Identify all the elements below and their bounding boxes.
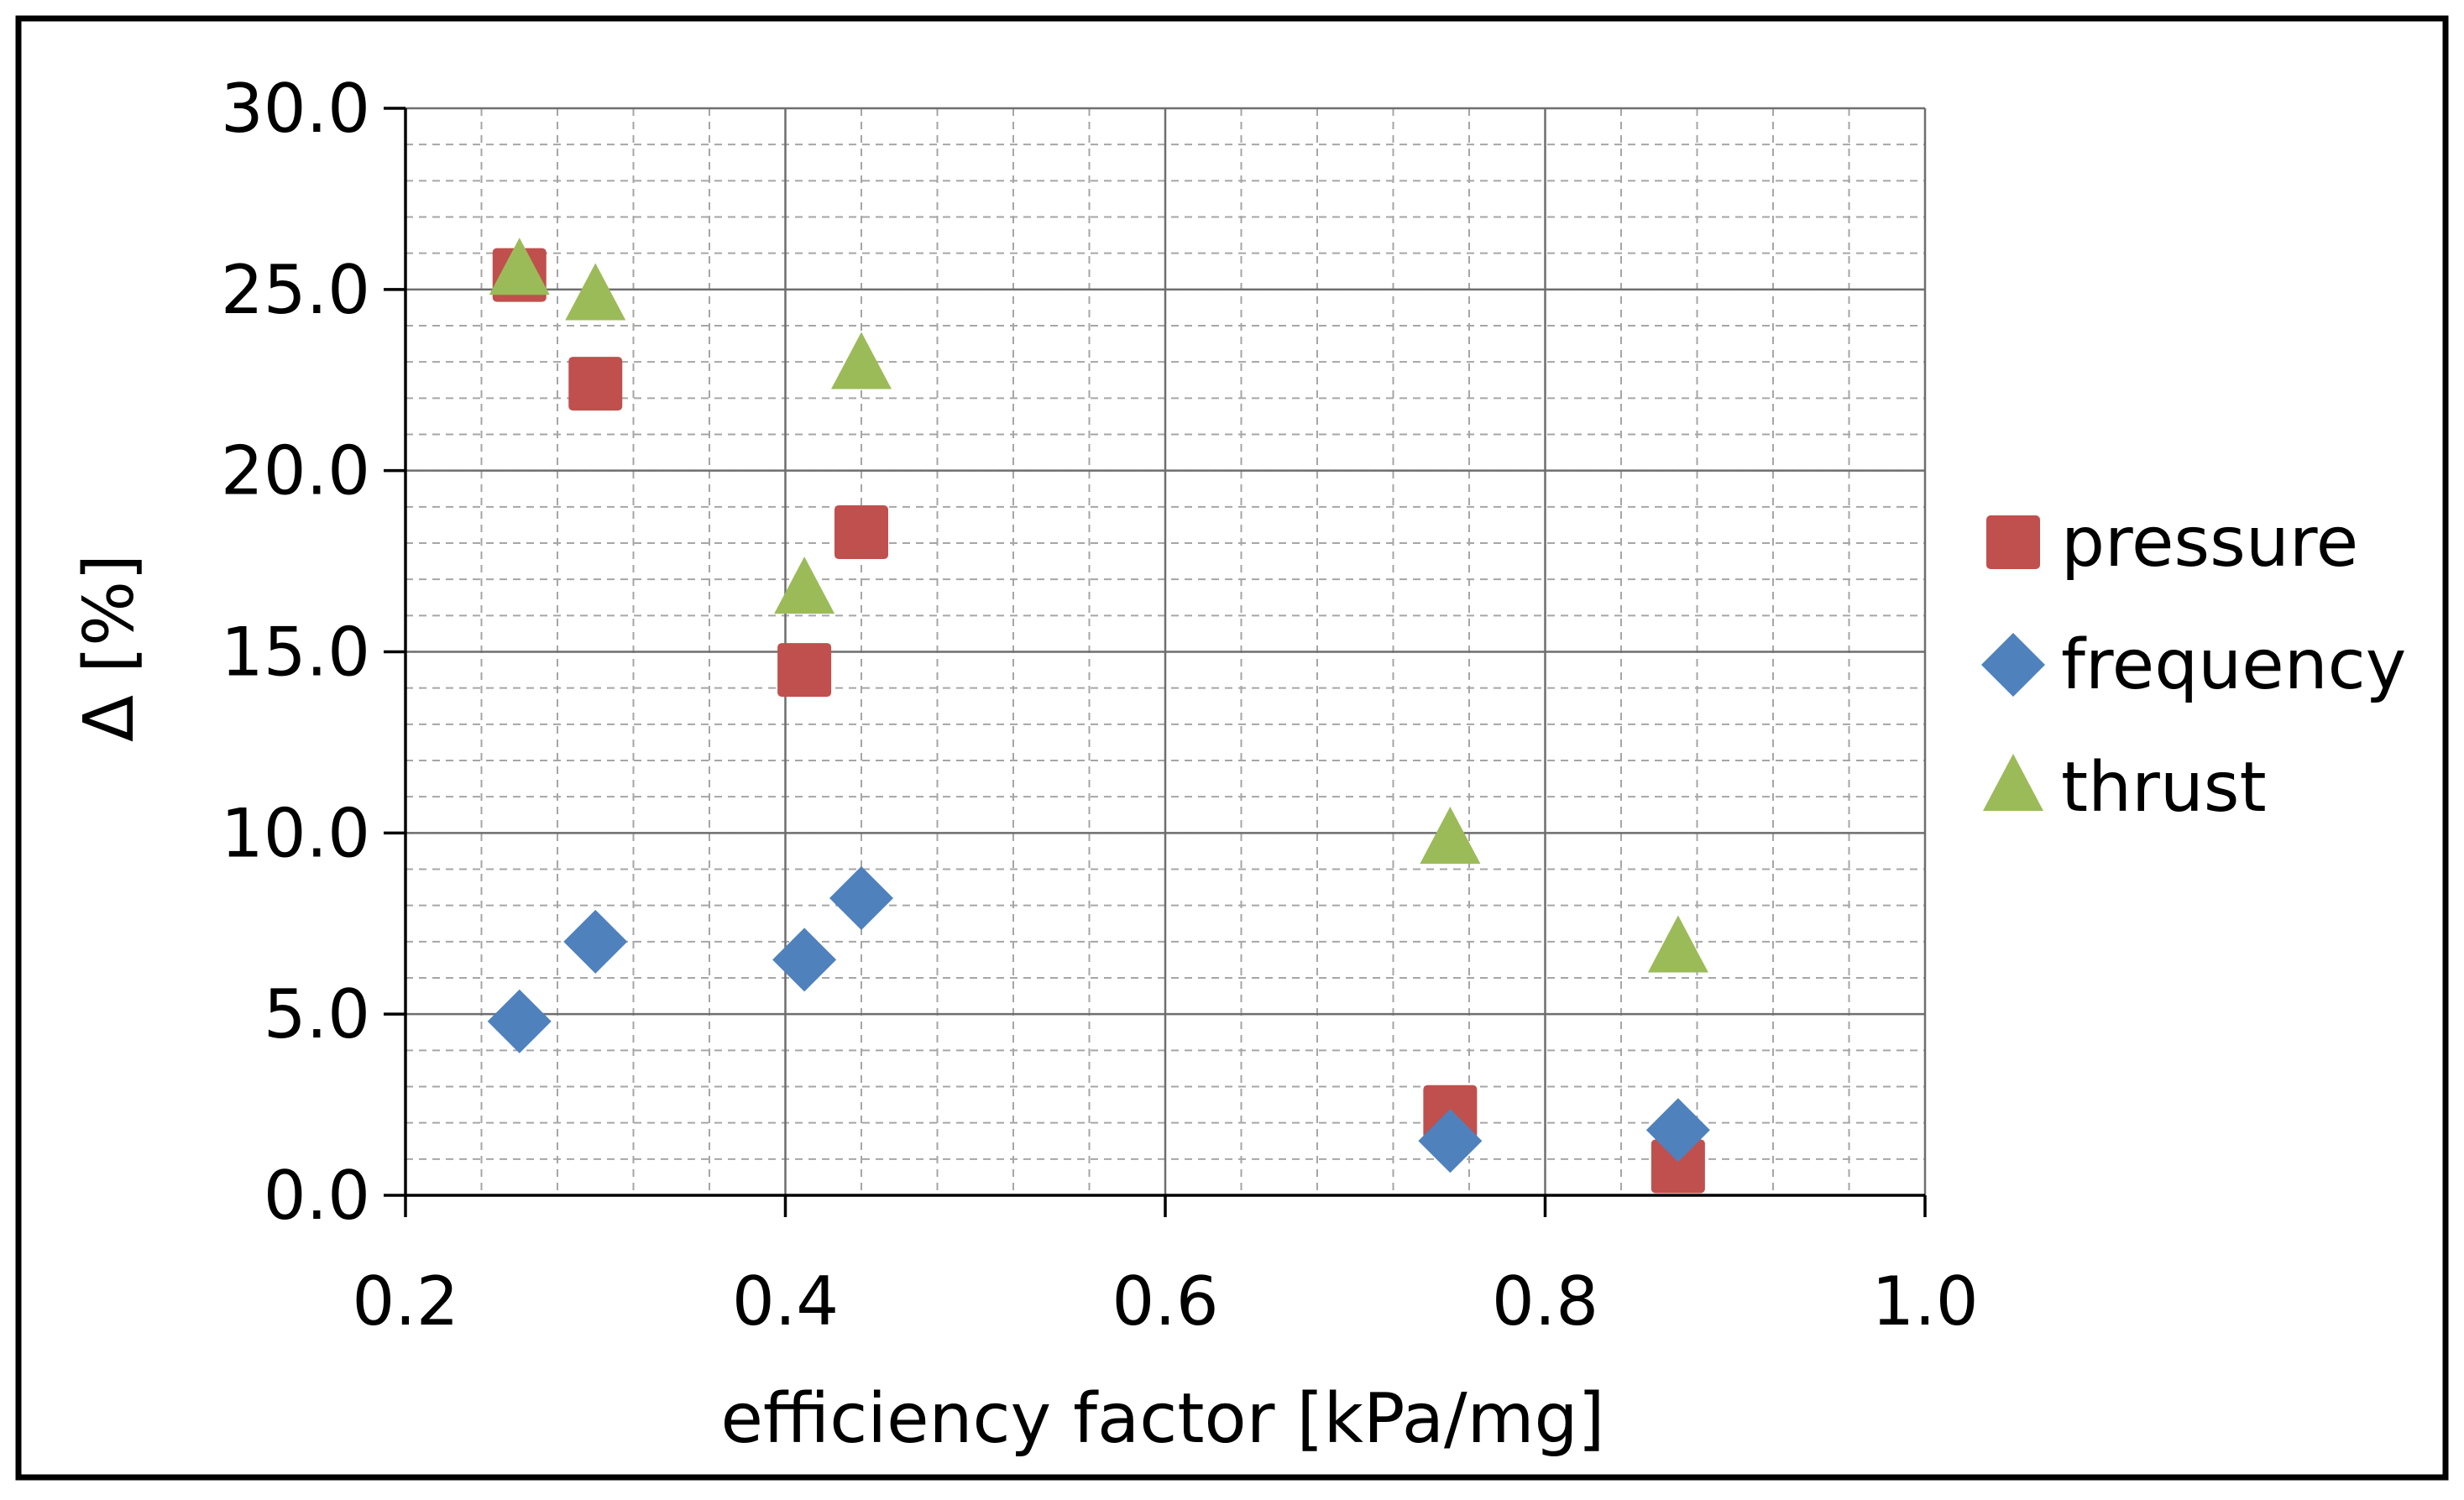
major-grid [404,107,1927,1197]
y-tick-label: 0.0 [264,1157,370,1235]
y-tick-label: 10.0 [221,794,370,872]
y-tick-label: 15.0 [221,614,370,692]
axes [384,107,1927,1217]
x-tick-label: 0.4 [732,1262,839,1341]
y-tick-label: 20.0 [221,432,370,510]
pressure-point [1651,1139,1705,1194]
thrust-point [565,263,626,321]
legend-frequency-marker [1981,633,2045,697]
y-axis-title: Δ [%] [70,554,149,742]
y-tick-label: 30.0 [221,70,370,148]
x-tick-label: 1.0 [1871,1262,1978,1341]
pressure-point [568,357,623,411]
x-tick-label: 0.8 [1492,1262,1598,1341]
legend-frequency-label: frequency [2061,625,2406,705]
frequency-point [1418,1109,1483,1173]
legend-pressure-marker [1986,515,2040,569]
chart-frame [15,15,2449,1481]
legend: pressure frequency thrust [1981,503,2406,828]
thrust-point [831,332,892,389]
frequency-point [487,989,552,1053]
x-axis-title: efficiency factor [kPa/mg] [720,1379,1604,1459]
thrust-point [1420,806,1481,864]
legend-thrust-label: thrust [2061,748,2267,828]
y-tick-label: 5.0 [264,975,370,1053]
legend-pressure-label: pressure [2061,503,2358,583]
frequency-point [1645,1098,1710,1163]
pressure-point [777,643,832,698]
y-tick-label: 25.0 [221,251,370,329]
frequency-point [772,928,837,992]
data-points [487,238,1710,1194]
tick-labels: 0.0 5.0 10.0 15.0 20.0 25.0 30.0 0.2 0.4 0.6 0.8 1.… [221,70,1979,1341]
legend-thrust-marker [1983,754,2043,811]
thrust-point [1647,915,1708,973]
frequency-point [829,866,893,931]
thrust-point [489,238,550,295]
frequency-point [563,909,628,974]
x-tick-label: 0.6 [1112,1262,1218,1341]
pressure-point [834,505,888,560]
thrust-point [774,557,835,614]
x-tick-label: 0.2 [352,1262,458,1341]
